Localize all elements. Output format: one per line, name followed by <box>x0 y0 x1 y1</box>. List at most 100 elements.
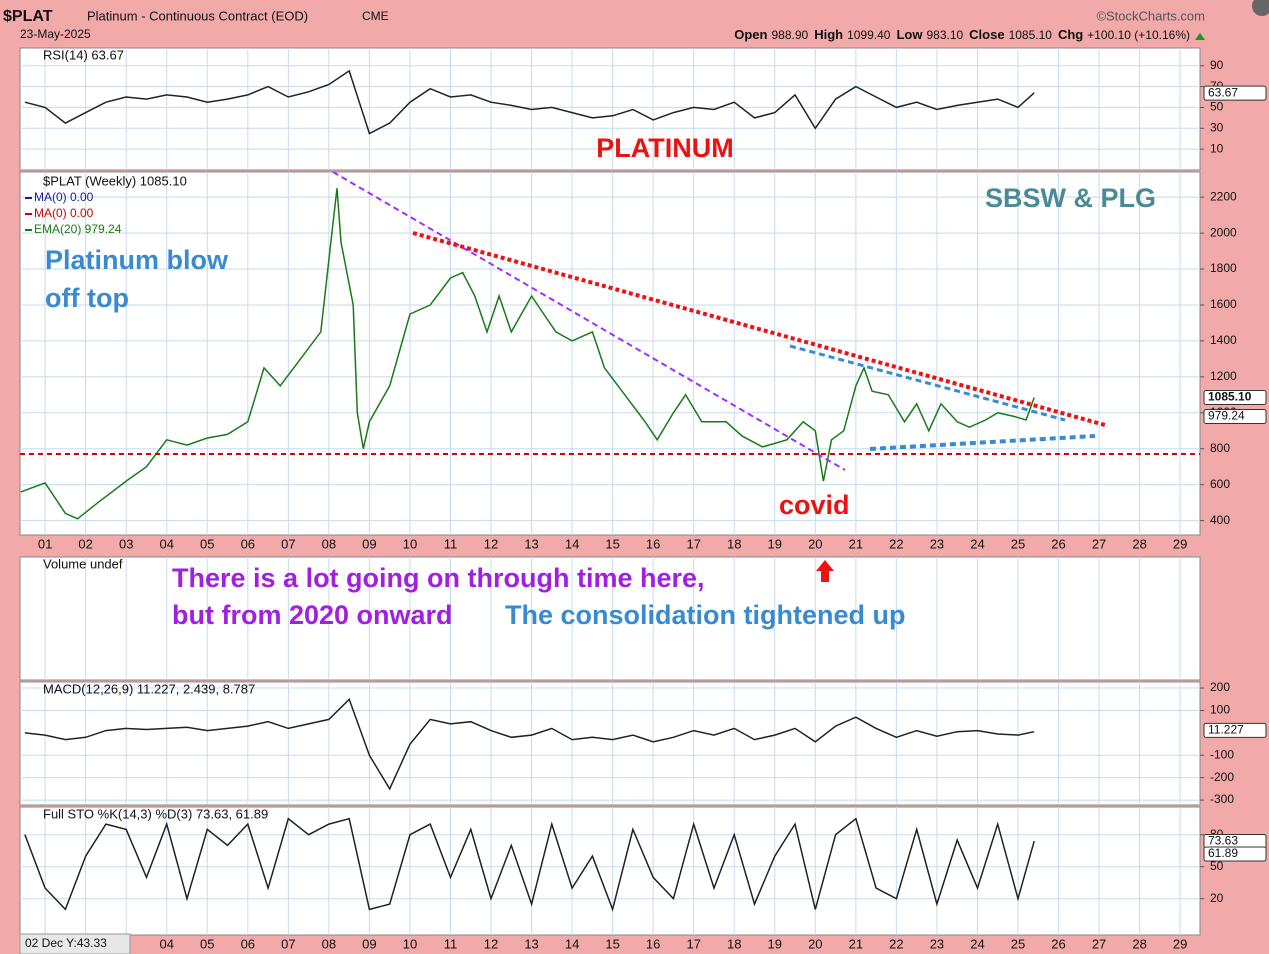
x-tick-label: 18 <box>727 936 741 951</box>
x-tick-label: 02 <box>78 536 92 551</box>
panel-label: MACD(12,26,9) 11.227, 2.439, 8.787 <box>43 681 255 696</box>
cursor-label: 02 Dec Y:43.33 <box>25 936 107 950</box>
x-tick-label: 28 <box>1132 936 1146 951</box>
symbol: $PLAT <box>3 8 53 25</box>
value-badge-label: 979.24 <box>1208 409 1245 423</box>
quote-value: +100.10 (+10.16%) <box>1087 28 1190 42</box>
annotation: The consolidation tightened up <box>505 600 905 630</box>
value-badge-label: 1085.10 <box>1208 390 1252 404</box>
x-tick-label: 26 <box>1051 936 1065 951</box>
y-tick-label: 600 <box>1210 477 1230 491</box>
y-tick-label: 1800 <box>1210 261 1237 275</box>
arrow <box>816 560 834 582</box>
x-tick-label: 05 <box>200 936 214 951</box>
cursor-box <box>19 933 131 954</box>
x-tick-label: 25 <box>1011 536 1025 551</box>
x-tick-label: 13 <box>524 536 538 551</box>
trend-line <box>869 434 1096 451</box>
x-tick-label: 22 <box>889 936 903 951</box>
value-badge-label: 61.89 <box>1208 846 1238 860</box>
trend-line <box>789 344 1066 422</box>
y-tick-label: 800 <box>1210 441 1230 455</box>
quote-label: High <box>814 27 843 42</box>
x-tick-label: 14 <box>565 536 579 551</box>
indicator-line <box>24 697 1035 791</box>
header: $PLAT Platinum - Continuous Contract (EO… <box>3 0 1269 954</box>
annotation: off top <box>45 283 129 313</box>
y-tick-label: 50 <box>1210 859 1224 873</box>
x-tick-label: 16 <box>646 936 660 951</box>
x-tick-label: 14 <box>565 936 579 951</box>
x-tick-label: 17 <box>686 536 700 551</box>
x-tick-label: 03 <box>119 536 133 551</box>
panel: -300 -200 -100 100 200 11.227 MACD(12,26,9) 11… <box>19 680 1267 806</box>
x-tick-label: 11 <box>444 936 458 951</box>
value-badge <box>1203 390 1267 406</box>
legend-entry: MA(0) 0.00 <box>34 206 94 220</box>
y-tick-label: 1200 <box>1210 369 1237 383</box>
x-tick-label: 07 <box>281 536 295 551</box>
x-tick-label: 29 <box>1173 936 1187 951</box>
x-tick-label: 11 <box>444 536 458 551</box>
y-tick-label: 30 <box>1210 120 1224 134</box>
x-tick-label: 09 <box>362 536 376 551</box>
y-tick-label: 1400 <box>1210 333 1237 347</box>
panel: Volume undef <box>19 556 1201 681</box>
indicator-line <box>24 817 1035 912</box>
x-tick-label: 17 <box>686 936 700 951</box>
quote: Open 988.90 High 1099.40 Low 983.10 Close 1085.… <box>734 27 1190 42</box>
x-tick-label: 07 <box>281 936 295 951</box>
y-tick-label: 90 <box>1210 58 1224 72</box>
quote-value: 1085.10 <box>1009 28 1053 42</box>
x-tick-label: 25 <box>1011 936 1025 951</box>
value-badge-label: 11.227 <box>1208 723 1244 737</box>
panel-background <box>19 47 1201 171</box>
x-tick-label: 21 <box>849 936 863 951</box>
x-tick-label: 18 <box>727 536 741 551</box>
value-badge-label: 63.67 <box>1208 85 1238 99</box>
annotation: SBSW & PLG <box>985 183 1156 213</box>
quote-label: Close <box>969 27 1004 42</box>
x-tick-label: 19 <box>768 936 782 951</box>
quote-label: Chg <box>1058 27 1083 42</box>
price-line <box>20 188 1035 520</box>
quote-value: 988.90 <box>771 28 808 42</box>
quote-label: Low <box>896 27 923 42</box>
x-tick-label: 16 <box>646 536 660 551</box>
corner-button[interactable] <box>1252 0 1269 16</box>
x-tick-label: 04 <box>160 536 174 551</box>
up-icon <box>1195 33 1205 40</box>
x-tick-label: 28 <box>1132 536 1146 551</box>
x-tick-label: 06 <box>241 536 255 551</box>
x-tick-label: 15 <box>605 936 619 951</box>
y-tick-label: -300 <box>1210 792 1234 806</box>
y-tick-label: -100 <box>1210 747 1234 761</box>
x-tick-label: 22 <box>889 536 903 551</box>
x-tick-label: 19 <box>768 536 782 551</box>
x-tick-label: 05 <box>200 536 214 551</box>
x-tick-label: 04 <box>160 936 174 951</box>
exchange: CME <box>362 9 389 23</box>
x-tick-label: 01 <box>38 536 52 551</box>
panel-background <box>19 556 1201 681</box>
panel: 4006008001000120014001600180020002200010… <box>19 171 1267 551</box>
annotation: but from 2020 onward <box>172 600 453 630</box>
legend-entry: $PLAT (Weekly) 1085.10 <box>43 173 187 188</box>
y-tick-label: 10 <box>1210 141 1224 155</box>
panel-label: Volume undef <box>43 556 123 571</box>
y-tick-label: -200 <box>1210 770 1234 784</box>
y-tick-label: 20 <box>1210 891 1224 905</box>
x-tick-label: 12 <box>484 536 498 551</box>
y-tick-label: 2200 <box>1210 189 1237 203</box>
instrument-name: Platinum - Continuous Contract (EOD) <box>87 8 308 23</box>
x-tick-label: 15 <box>605 536 619 551</box>
x-tick-label: 12 <box>484 936 498 951</box>
value-badge <box>1203 409 1267 425</box>
trend-lines <box>20 171 1200 582</box>
annotation: PLATINUM <box>596 133 733 163</box>
x-tick-label: 20 <box>808 536 822 551</box>
trend-line <box>332 171 846 471</box>
x-tick-label: 09 <box>362 936 376 951</box>
x-tick-label: 13 <box>524 936 538 951</box>
